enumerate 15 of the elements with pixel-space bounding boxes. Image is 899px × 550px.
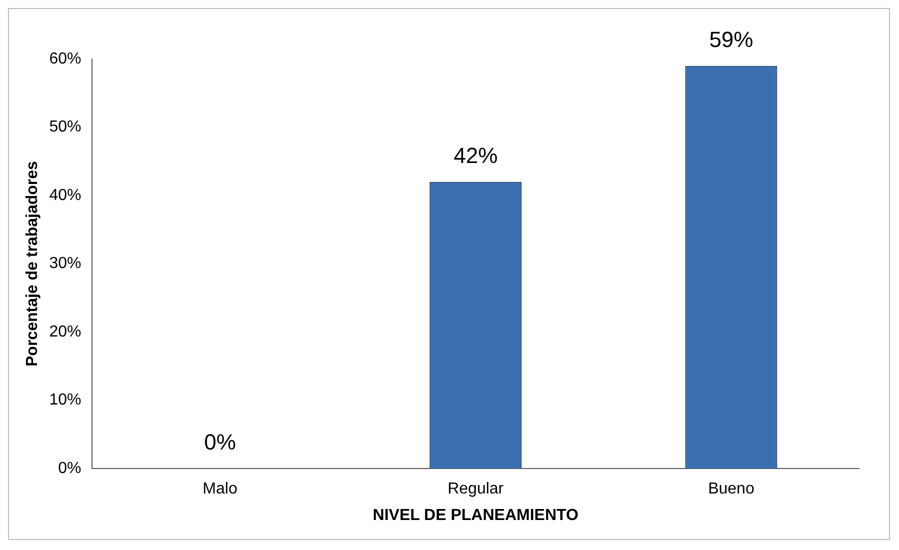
data-label: 0% xyxy=(204,430,236,455)
x-tick-label: Bueno xyxy=(708,480,754,498)
x-tick-label: Malo xyxy=(202,480,238,498)
y-tick-label: 40% xyxy=(49,186,82,204)
y-axis-title: Porcentaje de trabajadores xyxy=(24,160,42,367)
y-tick-label: 10% xyxy=(49,392,82,409)
data-label: 59% xyxy=(709,26,754,52)
data-label: 42% xyxy=(454,142,498,168)
x-tick-label: Regular xyxy=(448,480,504,498)
x-axis-title: NIVEL DE PLANEAMIENTO xyxy=(372,506,578,524)
y-tick-label: 60% xyxy=(49,50,82,68)
y-tick-label: 0% xyxy=(58,460,82,478)
y-tick-label: 30% xyxy=(49,255,82,272)
y-tick-label: 50% xyxy=(49,118,82,136)
y-tick-label: 20% xyxy=(49,323,82,340)
